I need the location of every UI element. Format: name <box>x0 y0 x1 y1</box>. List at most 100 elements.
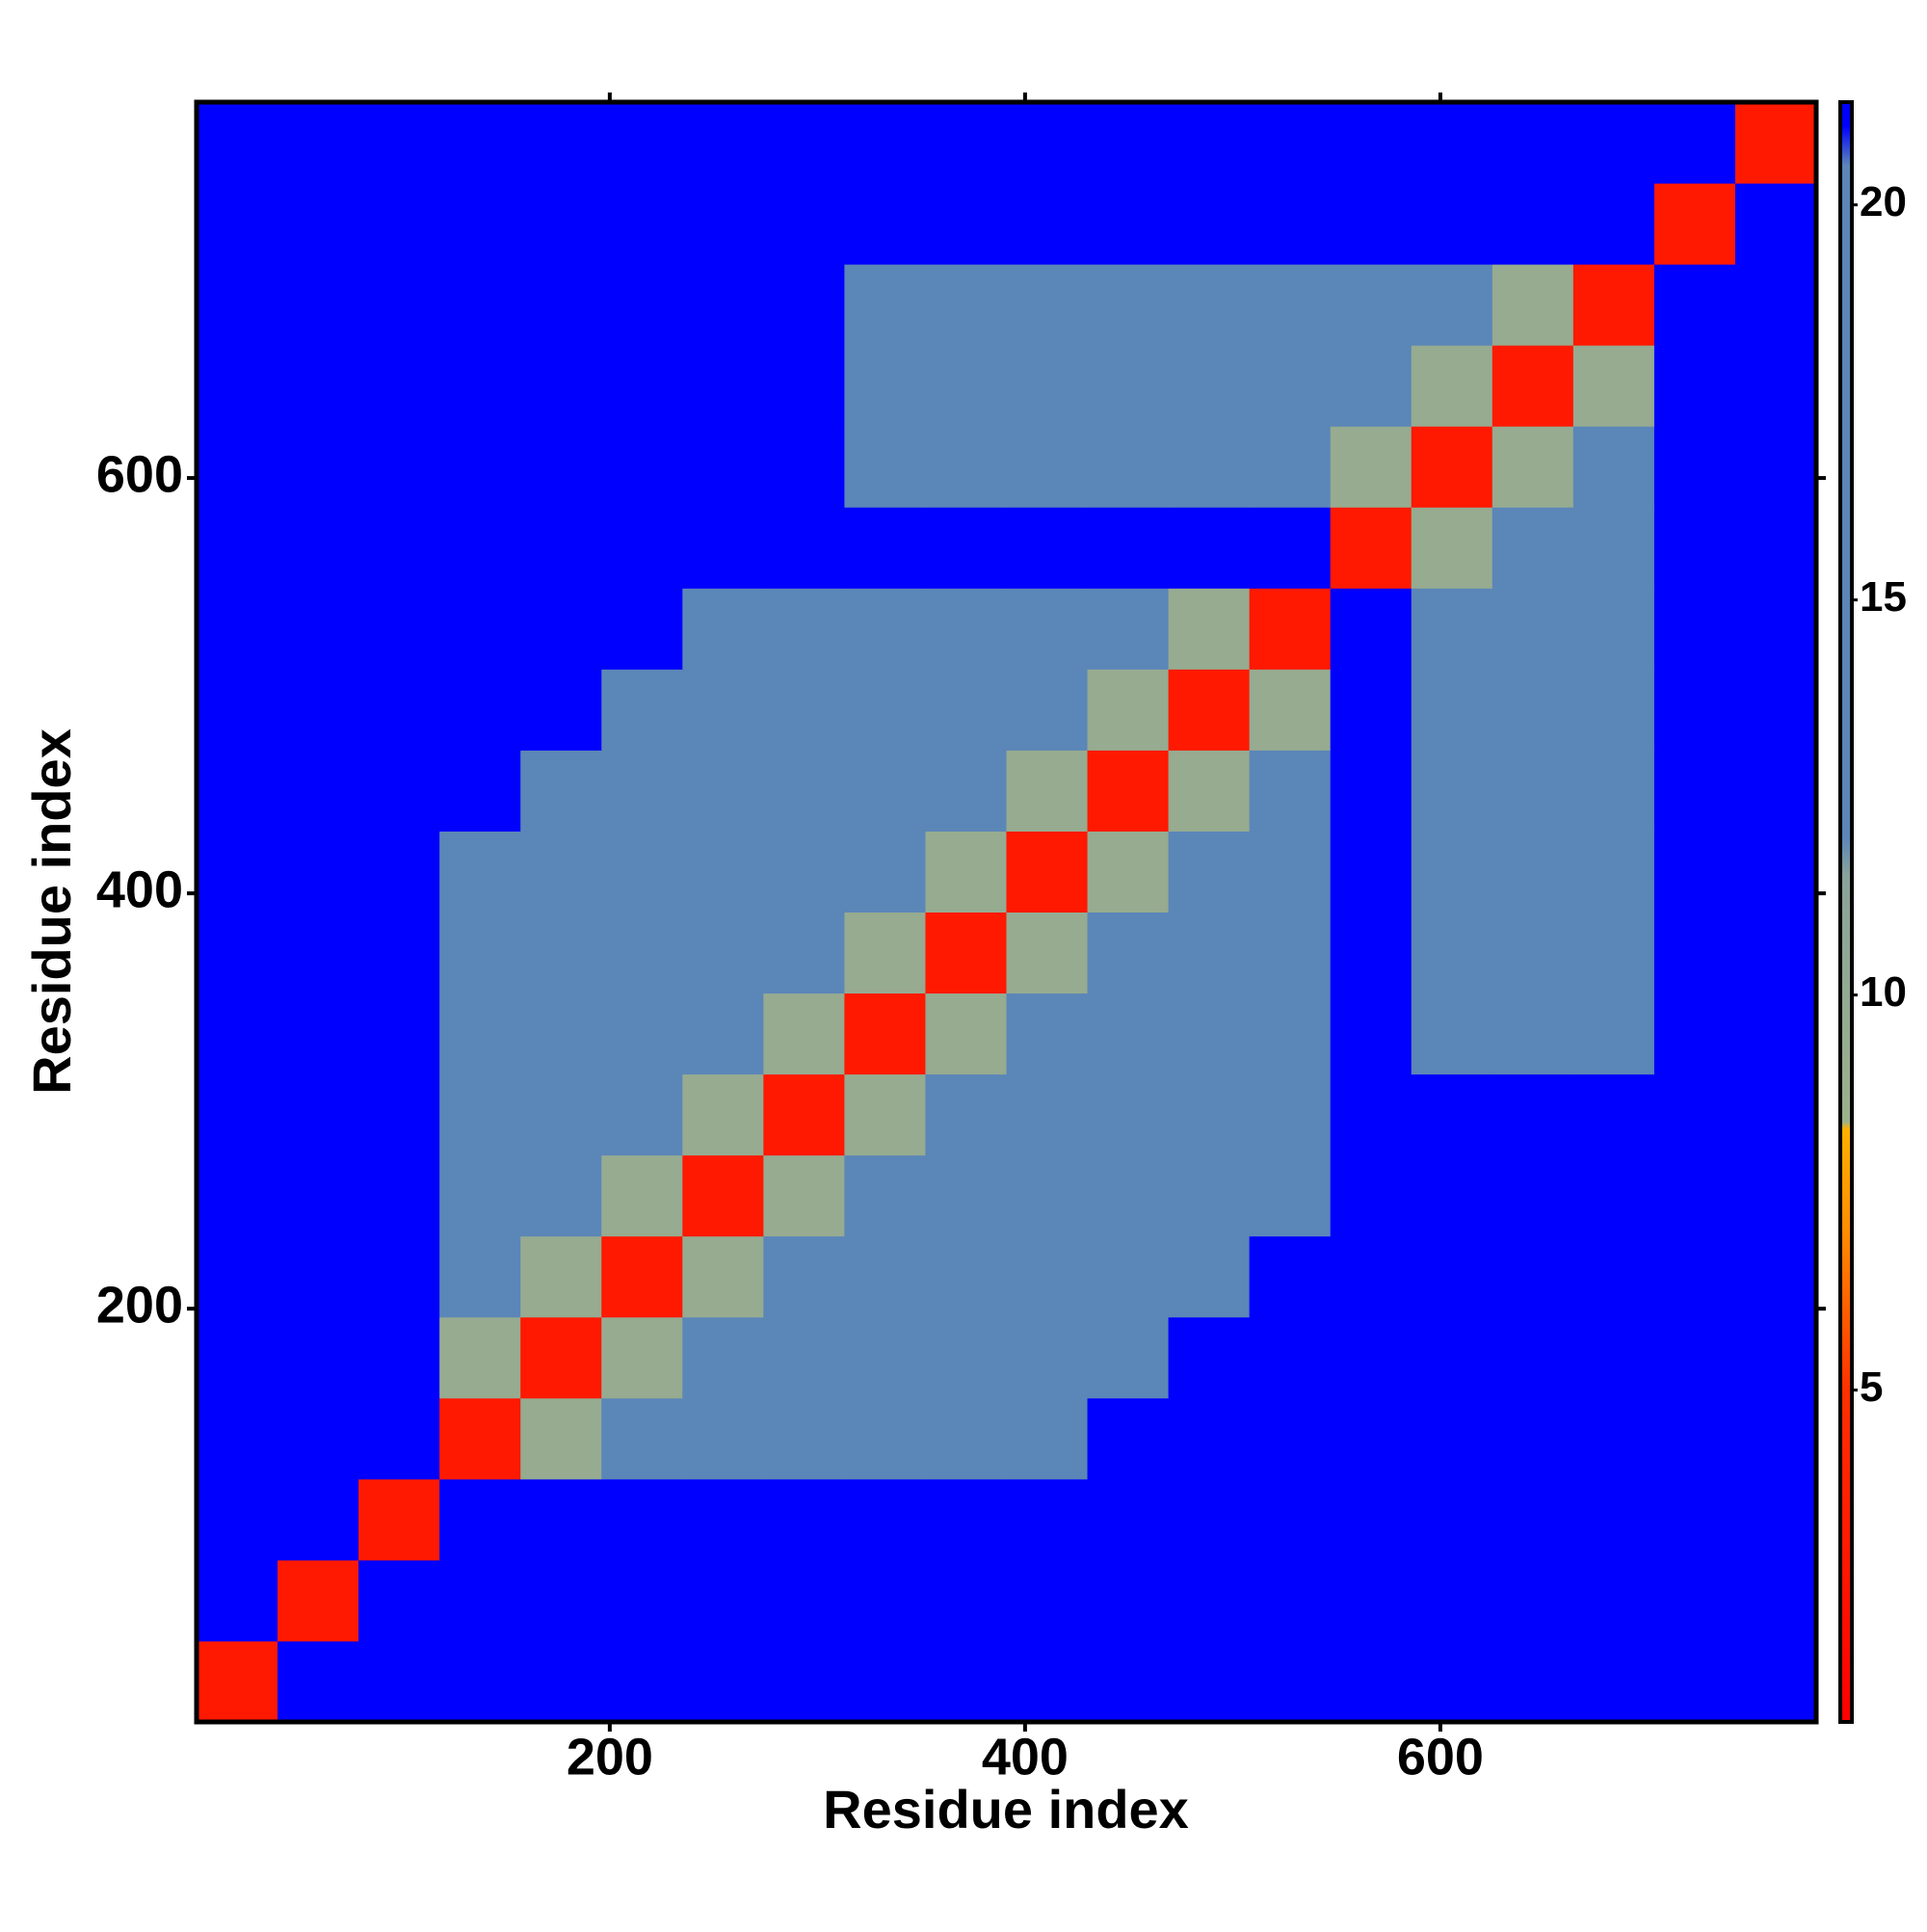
heatmap-cell <box>1249 831 1332 913</box>
heatmap-cell <box>197 588 278 670</box>
heatmap-cell <box>844 912 926 994</box>
heatmap-cell <box>277 102 359 184</box>
heatmap-cell <box>844 1397 926 1480</box>
heatmap-cell <box>763 588 845 670</box>
heatmap-cell <box>277 1316 359 1399</box>
heatmap-cell <box>1491 1640 1574 1723</box>
heatmap-cell <box>1087 1235 1170 1318</box>
heatmap-cell <box>1168 507 1251 589</box>
heatmap-cell <box>925 1154 1007 1237</box>
heatmap-cell <box>1411 426 1493 508</box>
heatmap-cell <box>763 507 845 589</box>
heatmap-cell <box>1572 750 1655 832</box>
heatmap-cell <box>439 426 521 508</box>
colorbar-tick-label: 5 <box>1860 1363 1883 1411</box>
heatmap-cell <box>520 588 602 670</box>
heatmap-cell <box>520 1154 602 1237</box>
heatmap-cell <box>1087 1640 1170 1723</box>
heatmap-cell <box>601 264 683 346</box>
heatmap-cell <box>1330 345 1412 427</box>
heatmap-cell <box>601 1316 683 1399</box>
heatmap-cell <box>1168 1316 1251 1399</box>
y-axis-title: Residue index <box>21 728 82 1095</box>
heatmap-cell <box>1653 1154 1736 1237</box>
heatmap-cell <box>520 264 602 346</box>
heatmap-cell <box>1006 1559 1089 1642</box>
heatmap-cell <box>1249 588 1332 670</box>
heatmap-cell <box>763 183 845 265</box>
heatmap-cell <box>1006 1316 1089 1399</box>
heatmap-cell <box>1168 992 1251 1075</box>
heatmap-cell <box>1087 102 1170 184</box>
heatmap-cell <box>277 426 359 508</box>
heatmap-cell <box>520 992 602 1075</box>
heatmap-cell <box>1572 1397 1655 1480</box>
colorbar-tick-label: 10 <box>1860 968 1907 1016</box>
heatmap-cell <box>520 1640 602 1723</box>
heatmap-cell <box>1249 1397 1332 1480</box>
heatmap-cell <box>197 1640 278 1723</box>
heatmap-cell <box>1249 1640 1332 1723</box>
heatmap-cell <box>601 183 683 265</box>
heatmap-cell <box>1734 264 1817 346</box>
heatmap-cell <box>277 507 359 589</box>
heatmap-cell <box>197 912 278 994</box>
heatmap-cell <box>1734 1478 1817 1561</box>
heatmap-cell <box>1411 345 1493 427</box>
heatmap-cell <box>1491 588 1574 670</box>
heatmap-cell <box>1572 1478 1655 1561</box>
heatmap-cell <box>844 1154 926 1237</box>
heatmap-cell <box>682 1478 764 1561</box>
heatmap-cell <box>197 426 278 508</box>
heatmap-cell <box>197 669 278 751</box>
heatmap-cell <box>844 669 926 751</box>
heatmap-cell <box>197 345 278 427</box>
heatmap-cell <box>1411 1316 1493 1399</box>
heatmap-cell <box>1006 1154 1089 1237</box>
heatmap-cell <box>1734 1154 1817 1237</box>
heatmap-cell <box>1168 264 1251 346</box>
heatmap-cell <box>1330 426 1412 508</box>
heatmap-cell <box>1087 831 1170 913</box>
heatmap-cell <box>682 1073 764 1156</box>
heatmap-cell <box>520 750 602 832</box>
heatmap-cell <box>1734 912 1817 994</box>
y-tick-label: 600 <box>96 445 183 503</box>
colorbar-tick-label: 20 <box>1860 178 1907 225</box>
heatmap <box>197 102 1817 1723</box>
heatmap-cell <box>1168 1235 1251 1318</box>
heatmap-cell <box>358 1640 440 1723</box>
heatmap-cell <box>1006 1073 1089 1156</box>
heatmap-cell <box>197 264 278 346</box>
heatmap-cell <box>358 1559 440 1642</box>
heatmap-cell <box>358 750 440 832</box>
heatmap-cell <box>1006 345 1089 427</box>
heatmap-cell <box>439 507 521 589</box>
heatmap-cell <box>763 669 845 751</box>
heatmap-cell <box>844 183 926 265</box>
heatmap-cell <box>1168 426 1251 508</box>
heatmap-cell <box>1734 992 1817 1075</box>
heatmap-cell <box>1087 588 1170 670</box>
heatmap-cell <box>925 1235 1007 1318</box>
heatmap-cell <box>1249 102 1332 184</box>
x-tick-label: 400 <box>982 1728 1069 1786</box>
heatmap-cell <box>601 1154 683 1237</box>
heatmap-cell <box>763 1073 845 1156</box>
heatmap-cell <box>1491 912 1574 994</box>
heatmap-cell <box>1087 750 1170 832</box>
heatmap-cell <box>1572 669 1655 751</box>
heatmap-cell <box>682 750 764 832</box>
heatmap-cell <box>439 264 521 346</box>
heatmap-cell <box>1168 912 1251 994</box>
heatmap-cell <box>1330 750 1412 832</box>
heatmap-cell <box>601 345 683 427</box>
heatmap-cell <box>197 183 278 265</box>
heatmap-cell <box>1653 588 1736 670</box>
heatmap-cell <box>1168 1478 1251 1561</box>
heatmap-cell <box>1087 507 1170 589</box>
heatmap-cell <box>1411 588 1493 670</box>
heatmap-cell <box>358 102 440 184</box>
heatmap-cell <box>763 345 845 427</box>
heatmap-cell <box>1087 1559 1170 1642</box>
